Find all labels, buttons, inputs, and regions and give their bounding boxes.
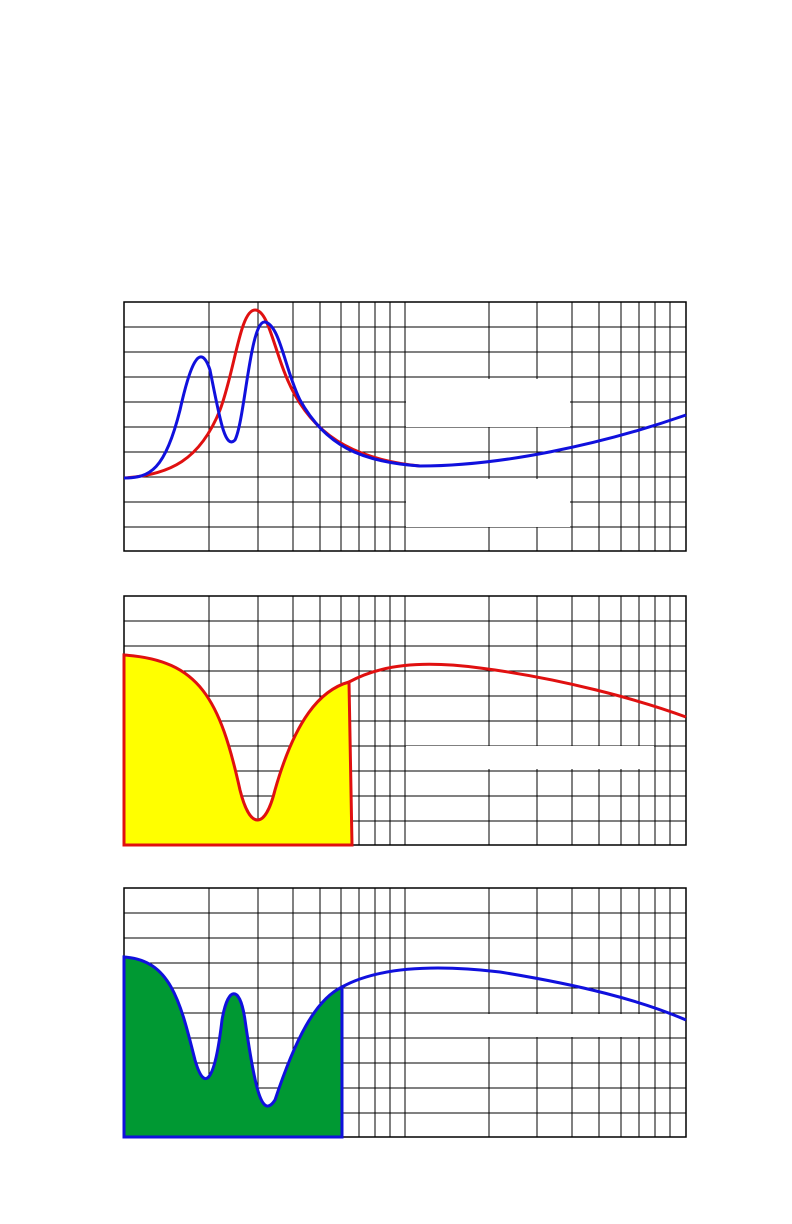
- red-curve: [123, 308, 421, 480]
- blue-curve: [341, 966, 687, 1022]
- green-area: [122, 955, 344, 1139]
- chart-3: [122, 887, 687, 1139]
- chart-2: [122, 595, 687, 847]
- red-curve: [348, 662, 687, 719]
- blue-curve: [123, 320, 687, 480]
- yellow-area: [122, 653, 354, 847]
- chart-1: [123, 301, 687, 552]
